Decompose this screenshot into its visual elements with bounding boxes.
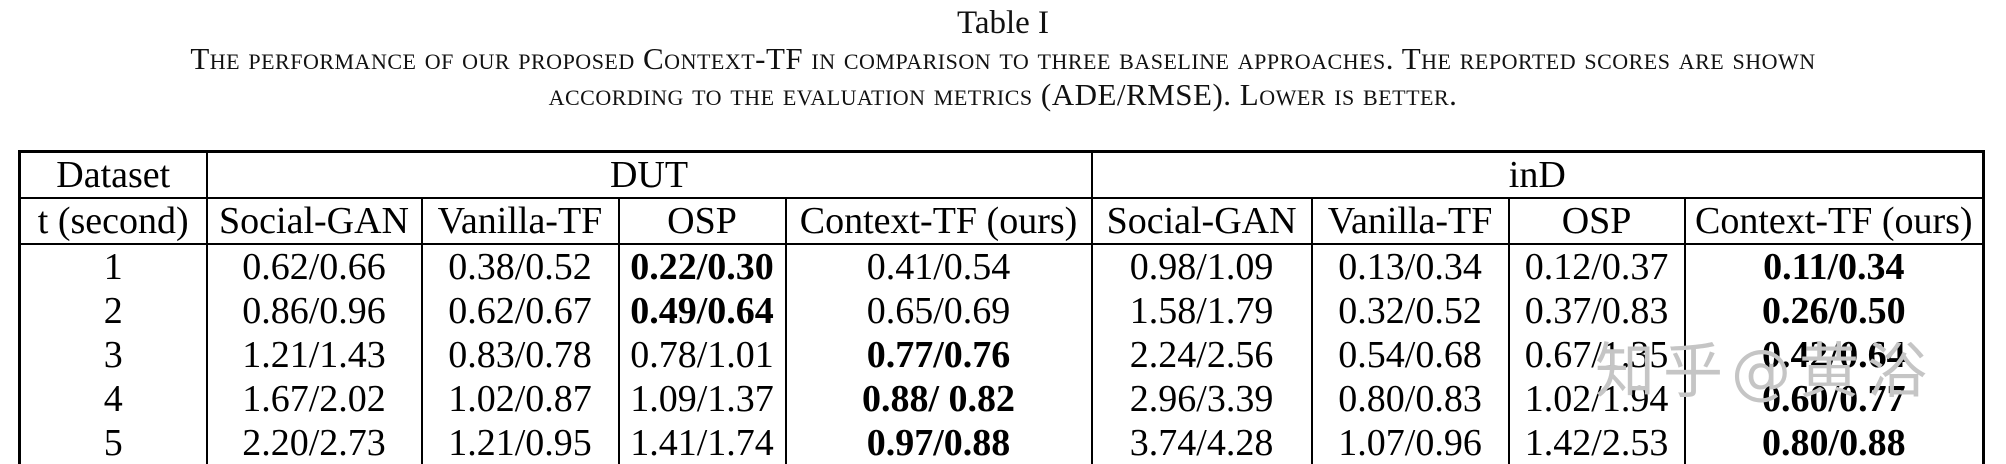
cell-value: 2.24/2.56 — [1090, 333, 1313, 377]
cell-value: 3.74/4.28 — [1090, 421, 1313, 464]
cell-value-best: 0.11/0.34 — [1683, 244, 1985, 289]
cell-value-best: 0.80/0.88 — [1683, 421, 1985, 464]
cell-t: 2 — [18, 289, 208, 333]
cell-value: 0.62/0.67 — [420, 289, 620, 333]
table-row-t5: 5 2.20/2.73 1.21/0.95 1.41/1.74 0.97/0.8… — [18, 421, 1985, 464]
table-caption-block: Table I The performance of our proposed … — [0, 0, 2006, 113]
method-header-dut-context-tf: Context-TF (ours) — [784, 198, 1093, 245]
cell-value: 0.98/1.09 — [1090, 244, 1313, 289]
dataset-group-ind: inD — [1090, 151, 1985, 199]
cell-value: 1.02/1.94 — [1507, 377, 1686, 421]
cell-t: 3 — [18, 333, 208, 377]
method-header-ind-osp: OSP — [1507, 198, 1686, 245]
cell-value-best: 0.26/0.50 — [1683, 289, 1985, 333]
cell-value: 1.67/2.02 — [205, 377, 423, 421]
cell-t: 4 — [18, 377, 208, 421]
cell-value-best: 0.88/ 0.82 — [784, 377, 1093, 421]
cell-value: 1.58/1.79 — [1090, 289, 1313, 333]
cell-t: 1 — [18, 244, 208, 289]
cell-value: 1.09/1.37 — [617, 377, 787, 421]
cell-value: 0.13/0.34 — [1310, 244, 1510, 289]
table-row-t4: 4 1.67/2.02 1.02/0.87 1.09/1.37 0.88/ 0.… — [18, 377, 1985, 421]
cell-value: 0.65/0.69 — [784, 289, 1093, 333]
method-header-ind-context-tf: Context-TF (ours) — [1683, 198, 1985, 245]
cell-value-best: 0.49/0.64 — [617, 289, 787, 333]
table-row-t3: 3 1.21/1.43 0.83/0.78 0.78/1.01 0.77/0.7… — [18, 333, 1985, 377]
cell-value-best: 0.42/0.64 — [1683, 333, 1985, 377]
header-row-datasets: Dataset DUT inD — [18, 151, 1985, 199]
cell-value: 1.21/1.43 — [205, 333, 423, 377]
cell-t: 5 — [18, 421, 208, 464]
header-row-methods: t (second) Social-GAN Vanilla-TF OSP Con… — [18, 198, 1985, 245]
cell-value: 0.83/0.78 — [420, 333, 620, 377]
method-header-ind-vanilla-tf: Vanilla-TF — [1310, 198, 1510, 245]
cell-value-best: 0.60/0.77 — [1683, 377, 1985, 421]
table-caption-line-1: The performance of our proposed Context-… — [190, 41, 1816, 76]
cell-value: 2.20/2.73 — [205, 421, 423, 464]
cell-value: 0.12/0.37 — [1507, 244, 1686, 289]
cell-value-best: 0.77/0.76 — [784, 333, 1093, 377]
table-row-t1: 1 0.62/0.66 0.38/0.52 0.22/0.30 0.41/0.5… — [18, 244, 1985, 289]
cell-value: 0.80/0.83 — [1310, 377, 1510, 421]
method-header-dut-vanilla-tf: Vanilla-TF — [420, 198, 620, 245]
cell-value: 1.02/0.87 — [420, 377, 620, 421]
cell-value-best: 0.22/0.30 — [617, 244, 787, 289]
cell-value: 0.78/1.01 — [617, 333, 787, 377]
cell-value: 0.41/0.54 — [784, 244, 1093, 289]
cell-value: 0.32/0.52 — [1310, 289, 1510, 333]
cell-value: 1.07/0.96 — [1310, 421, 1510, 464]
table-title: Table I — [956, 5, 1050, 41]
dataset-group-dut: DUT — [205, 151, 1093, 199]
table-row-t2: 2 0.86/0.96 0.62/0.67 0.49/0.64 0.65/0.6… — [18, 289, 1985, 333]
method-header-dut-osp: OSP — [617, 198, 787, 245]
cell-value-best: 0.97/0.88 — [784, 421, 1093, 464]
cell-value: 0.62/0.66 — [205, 244, 423, 289]
cell-value: 0.37/0.83 — [1507, 289, 1686, 333]
cell-value: 2.96/3.39 — [1090, 377, 1313, 421]
cell-value: 0.38/0.52 — [420, 244, 620, 289]
cell-value: 1.42/2.53 — [1507, 421, 1686, 464]
cell-value: 1.21/0.95 — [420, 421, 620, 464]
cell-value: 0.54/0.68 — [1310, 333, 1510, 377]
cell-value: 0.67/1.35 — [1507, 333, 1686, 377]
method-header-ind-social-gan: Social-GAN — [1090, 198, 1313, 245]
time-header-cell: t (second) — [18, 198, 208, 245]
results-table: Dataset DUT inD t (second) Social-GAN Va… — [18, 150, 1986, 464]
method-header-dut-social-gan: Social-GAN — [205, 198, 423, 245]
dataset-header-cell: Dataset — [18, 151, 208, 199]
table-caption-line-2: according to the evaluation metrics (ADE… — [548, 77, 1458, 112]
cell-value: 0.86/0.96 — [205, 289, 423, 333]
cell-value: 1.41/1.74 — [617, 421, 787, 464]
